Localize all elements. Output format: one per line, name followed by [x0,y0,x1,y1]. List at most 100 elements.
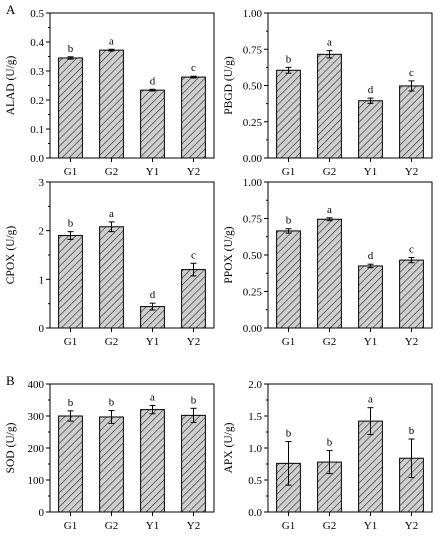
x-tick-label: Y2 [187,336,200,348]
x-tick-label: G2 [323,166,336,178]
significance-letter: d [368,250,374,262]
significance-letter: b [327,437,333,449]
chart-2: 0.00 0.25 0.50 0.75 1.00 b G1 a G2 d Y1 c Y2 PBGD (U/… [223,8,433,178]
significance-letter: b [68,218,74,230]
y-axis-label: PPOX (U/g) [223,226,235,283]
x-tick-label: Y1 [146,336,159,348]
bar [358,100,383,159]
y-tick-label: 0.4 [30,37,44,49]
y-axis-label: ALAD (U/g) [5,55,17,115]
y-tick-label: 400 [28,379,45,391]
y-axis-label: APX (U/g) [223,422,235,473]
significance-letter: a [109,208,114,220]
y-tick-label: 0.25 [243,287,263,299]
y-tick-label: 0.3 [30,66,44,78]
significance-letter: a [150,391,155,403]
chart-3: 0 1 2 3 b G1 a G2 d Y1 c Y2 CPOX (U/g) [5,177,215,348]
bar [99,49,124,159]
significance-letter: d [150,75,156,87]
y-tick-label: 3 [39,177,45,189]
x-tick-label: Y1 [364,520,377,532]
x-tick-label: Y2 [187,166,200,178]
y-tick-label: 1 [39,274,45,286]
significance-letter: b [68,43,74,55]
panel-label-b: B [6,373,15,388]
plot-frame [267,181,433,329]
bar [140,89,165,159]
x-tick-label: Y2 [405,336,418,348]
bar [399,85,424,159]
bar [58,235,83,329]
significance-letter: c [191,62,196,74]
significance-letter: d [150,289,156,301]
bar [58,57,83,159]
bar [399,259,424,329]
y-axis-label: SOD (U/g) [5,422,17,473]
bar [317,218,342,329]
plot-frame [49,383,215,513]
significance-letter: c [409,67,414,79]
significance-letter: a [327,37,332,49]
x-tick-label: G1 [282,166,295,178]
y-tick-label: 0.25 [243,117,263,129]
y-tick-label: 0 [39,507,45,519]
x-tick-label: G1 [282,336,295,348]
significance-letter: b [191,394,197,406]
y-tick-label: 0.75 [243,44,263,56]
bar [276,69,301,159]
y-tick-label: 2.0 [248,379,262,391]
significance-letter: b [286,215,292,227]
significance-letter: b [68,397,74,409]
x-tick-label: Y1 [364,336,377,348]
significance-letter: b [286,53,292,65]
x-tick-label: G1 [282,520,295,532]
y-tick-label: 0.1 [30,124,44,136]
x-tick-label: G2 [105,520,118,532]
bar [99,416,124,513]
significance-letter: c [191,249,196,261]
significance-letter: b [409,425,415,437]
chart-6: 0.0 0.5 1.0 1.5 2.0 b G1 b G2 a Y1 b Y2 APX (U/g) [223,379,433,532]
bar [181,269,206,329]
x-tick-label: G1 [64,520,77,532]
panel-label-a: A [6,2,16,17]
bar [58,415,83,513]
plot-frame [49,12,215,159]
y-tick-label: 1.00 [243,177,263,189]
x-tick-label: G2 [105,336,118,348]
x-tick-label: Y1 [146,520,159,532]
bar [358,265,383,329]
chart-5: 0 100 200 300 400 b G1 b G2 a Y1 b Y2 SOD (U/g) [5,379,215,532]
y-tick-label: 1.0 [248,443,262,455]
y-tick-label: 0.50 [243,250,263,262]
y-tick-label: 0.00 [243,153,263,165]
plot-frame [49,181,215,329]
significance-letter: b [286,428,292,440]
y-tick-label: 0.0 [30,153,44,165]
chart-1: 0.0 0.1 0.2 0.3 0.4 0.5 b G1 a G2 d Y1 c Y2 ALAD (U/g) [5,8,215,178]
y-tick-label: 0.50 [243,81,263,93]
plot-frame [267,383,433,513]
y-tick-label: 0.2 [30,95,44,107]
x-tick-label: Y1 [364,166,377,178]
y-tick-label: 2 [39,226,45,238]
x-tick-label: G2 [105,166,118,178]
y-tick-label: 0.0 [248,507,262,519]
plot-frame [267,12,433,159]
significance-letter: c [409,243,414,255]
bar [140,409,165,513]
bar [99,226,124,329]
bar [181,414,206,513]
y-axis-label: PBGD (U/g) [223,56,235,115]
significance-letter: a [327,204,332,216]
significance-letter: a [109,35,114,47]
bar [181,76,206,159]
charts-group: 0.0 0.1 0.2 0.3 0.4 0.5 b G1 a G2 d Y1 c Y2 ALAD (U/g)… [5,8,433,532]
y-tick-label: 0.5 [30,8,44,20]
significance-letter: b [109,397,115,409]
y-tick-label: 0 [39,323,45,335]
y-tick-label: 200 [28,443,45,455]
x-tick-label: Y2 [187,520,200,532]
y-tick-label: 0.5 [248,475,262,487]
